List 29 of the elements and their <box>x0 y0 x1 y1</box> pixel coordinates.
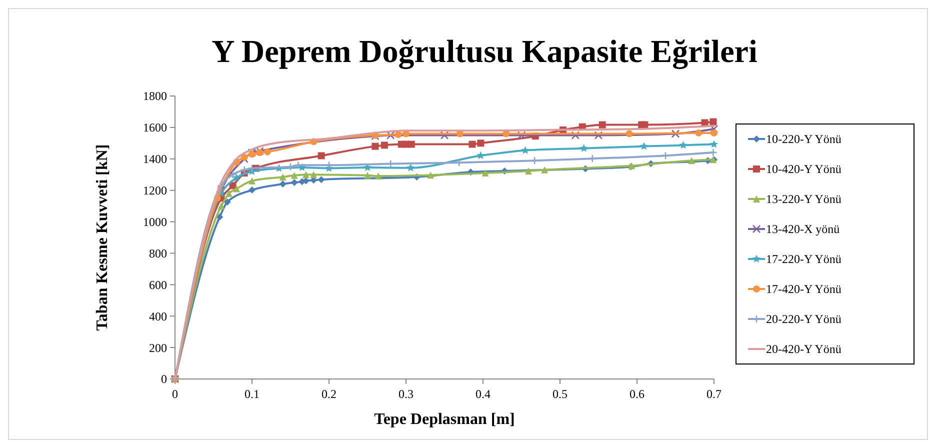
y-tick-label: 1400 <box>143 152 167 166</box>
y-tick-label: 400 <box>149 309 167 324</box>
legend-label: 10-420-Y Yönü <box>766 162 842 176</box>
x-tick-label: 0.5 <box>552 387 568 401</box>
legend-label: 17-220-Y Yönü <box>766 252 842 266</box>
y-tick-label: 1800 <box>143 89 167 104</box>
y-tick-label: 1000 <box>143 214 167 229</box>
legend-label: 13-420-X yönü <box>766 222 840 236</box>
y-tick-label: 0 <box>161 372 167 386</box>
y-tick-label: 200 <box>149 340 167 355</box>
x-tick-label: 0.2 <box>322 387 336 401</box>
chart-title: Y Deprem Doğrultusu Kapasite Eğrileri <box>212 33 758 70</box>
x-tick-label: 0.6 <box>630 387 644 401</box>
legend-label: 20-420-Y Yönü <box>766 342 842 356</box>
x-tick-label: 0.4 <box>476 387 490 401</box>
y-axis-title: Taban Kesme Kuvveti [kN] <box>94 144 111 331</box>
y-tick-label: 800 <box>149 246 167 260</box>
x-tick-label: 0.3 <box>398 387 414 401</box>
y-tick-label: 600 <box>149 278 167 292</box>
legend-label: 17-420-Y Yönü <box>766 282 842 296</box>
x-tick-label: 0.1 <box>244 387 260 401</box>
legend-label: 20-220-Y Yönü <box>766 312 842 326</box>
x-axis-title: Tepe Deplasman [m] <box>374 411 515 428</box>
x-tick-label: 0 <box>172 387 178 401</box>
legend-label: 13-220-Y Yönü <box>766 192 842 206</box>
y-tick-label: 1600 <box>143 120 167 135</box>
x-tick-label: 0.7 <box>706 387 722 401</box>
y-tick-label: 1200 <box>143 184 167 198</box>
legend-label: 10-220-Y Yönü <box>766 132 842 146</box>
